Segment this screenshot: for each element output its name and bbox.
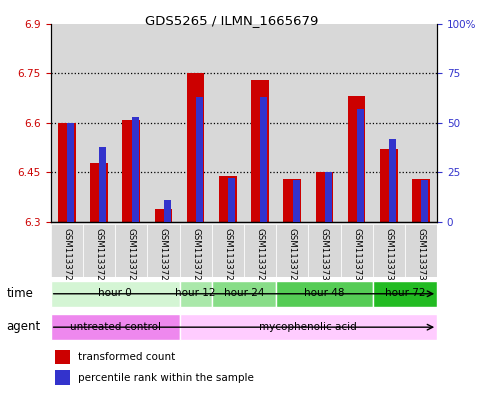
Text: GSM1133725: GSM1133725 [159, 228, 168, 286]
Bar [212, 224, 244, 277]
Text: transformed count: transformed count [78, 352, 175, 362]
Bar [373, 281, 437, 307]
Text: time: time [6, 287, 33, 301]
Bar [67, 123, 74, 222]
Bar [155, 209, 172, 222]
Bar [315, 173, 333, 222]
Text: GSM1133722: GSM1133722 [62, 228, 71, 286]
Bar [55, 350, 70, 364]
Bar [276, 24, 308, 222]
Bar [219, 176, 237, 222]
Bar [412, 179, 430, 222]
Text: GDS5265 / ILMN_1665679: GDS5265 / ILMN_1665679 [145, 14, 318, 27]
Bar [341, 24, 373, 222]
Bar [187, 73, 204, 222]
Bar [276, 224, 308, 277]
Bar [212, 24, 244, 222]
Text: GSM1133730: GSM1133730 [320, 228, 329, 286]
Bar [51, 224, 83, 277]
Text: GSM1133733: GSM1133733 [416, 228, 426, 286]
Bar [357, 109, 364, 222]
Bar [122, 119, 140, 222]
Bar [164, 200, 171, 222]
Bar [276, 281, 373, 307]
Text: GSM1133731: GSM1133731 [352, 228, 361, 286]
Bar [55, 371, 70, 385]
Bar [180, 24, 212, 222]
Bar [51, 314, 180, 340]
Bar [115, 24, 147, 222]
Bar [348, 96, 366, 222]
Bar [58, 123, 76, 222]
Text: percentile rank within the sample: percentile rank within the sample [78, 373, 254, 383]
Bar [308, 224, 341, 277]
Text: hour 72: hour 72 [384, 288, 425, 298]
Bar [405, 224, 437, 277]
Bar [147, 224, 180, 277]
Bar [325, 173, 332, 222]
Bar [90, 163, 108, 222]
Bar [244, 24, 276, 222]
Text: GSM1133723: GSM1133723 [95, 228, 103, 286]
Text: mycophenolic acid: mycophenolic acid [259, 321, 357, 332]
Bar [308, 24, 341, 222]
Bar [196, 97, 203, 222]
Bar [284, 179, 301, 222]
Bar [341, 224, 373, 277]
Bar [380, 149, 398, 222]
Bar [373, 224, 405, 277]
Bar [389, 139, 396, 222]
Bar [405, 24, 437, 222]
Bar [147, 24, 180, 222]
Bar [180, 314, 437, 340]
Text: GSM1133728: GSM1133728 [256, 228, 265, 286]
Bar [251, 80, 269, 222]
Text: GSM1133726: GSM1133726 [191, 228, 200, 286]
Bar [83, 24, 115, 222]
Bar [51, 24, 83, 222]
Text: agent: agent [6, 320, 41, 334]
Text: GSM1133729: GSM1133729 [288, 228, 297, 286]
Bar [180, 281, 212, 307]
Text: hour 48: hour 48 [304, 288, 345, 298]
Bar [212, 281, 276, 307]
Text: hour 0: hour 0 [98, 288, 132, 298]
Text: GSM1133724: GSM1133724 [127, 228, 136, 286]
Bar [115, 224, 147, 277]
Bar [131, 117, 139, 222]
Bar [260, 97, 268, 222]
Bar [180, 224, 212, 277]
Bar [51, 281, 180, 307]
Bar [244, 224, 276, 277]
Bar [83, 224, 115, 277]
Text: GSM1133727: GSM1133727 [223, 228, 232, 286]
Text: hour 24: hour 24 [224, 288, 264, 298]
Bar [373, 24, 405, 222]
Bar [421, 180, 428, 222]
Text: untreated control: untreated control [70, 321, 161, 332]
Text: GSM1133732: GSM1133732 [384, 228, 393, 286]
Bar [228, 178, 235, 222]
Bar [293, 180, 299, 222]
Bar [99, 147, 106, 222]
Text: hour 12: hour 12 [175, 288, 216, 298]
